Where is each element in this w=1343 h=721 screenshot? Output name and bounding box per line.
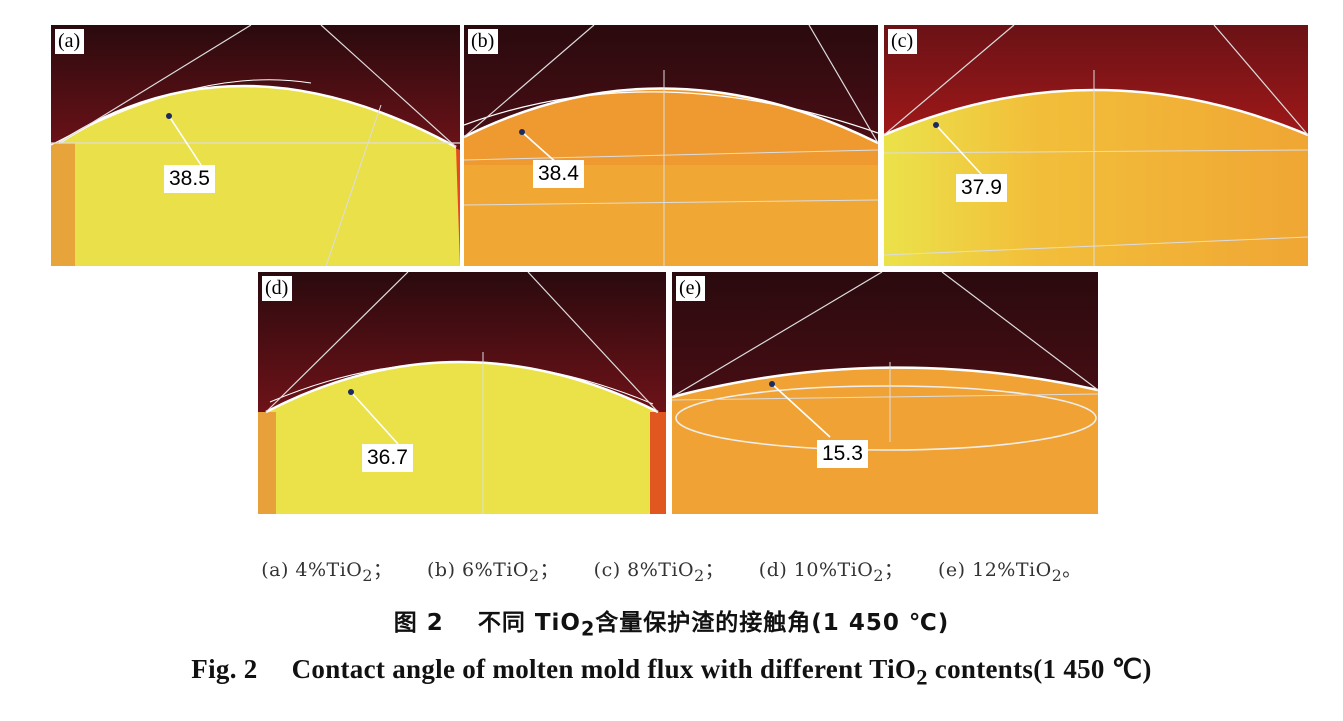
legend-item-b: (b) 6%TiO2；: [427, 559, 560, 585]
legend-item-e: (e) 12%TiO2。: [938, 559, 1082, 585]
panel-d: (d) 36.7: [258, 272, 666, 514]
figure-caption-english: Fig. 2 Contact angle of molten mold flux …: [191, 654, 1152, 690]
panel-c-angle: 37.9: [956, 174, 1007, 202]
legend-item-d: (d) 10%TiO2；: [758, 559, 904, 585]
panel-d-angle: 36.7: [362, 444, 413, 472]
panel-a-label: (a): [55, 29, 85, 54]
subfigure-legend: (a) 4%TiO2； (b) 6%TiO2； (c) 8%TiO2； (d) …: [0, 555, 1343, 585]
panel-a-angle: 38.5: [164, 165, 215, 193]
panel-d-label: (d): [262, 276, 293, 301]
panel-b-label: (b): [468, 29, 499, 54]
figure-caption-chinese: 图 2 不同 TiO2含量保护渣的接触角(1 450 ℃): [393, 610, 950, 641]
panel-a-image: [51, 25, 460, 266]
panel-b: (b) 38.4: [464, 25, 878, 266]
panel-e: (e) 15.3: [672, 272, 1098, 514]
figure-number-en: Fig. 2: [191, 654, 258, 684]
panel-a: (a) 38.5: [51, 25, 460, 266]
panel-b-image: [464, 25, 878, 266]
panel-c-image: [884, 25, 1308, 266]
panel-e-image: [672, 272, 1098, 514]
legend-item-c: (c) 8%TiO2；: [593, 559, 725, 585]
figure-number-cn: 图 2: [393, 610, 444, 636]
panel-e-label: (e): [676, 276, 706, 301]
panel-d-image: [258, 272, 666, 514]
panel-b-angle: 38.4: [533, 160, 584, 188]
panel-e-angle: 15.3: [817, 440, 868, 468]
panel-c: (c) 37.9: [884, 25, 1308, 266]
legend-item-a: (a) 4%TiO2；: [261, 559, 393, 585]
panel-c-label: (c): [888, 29, 918, 54]
